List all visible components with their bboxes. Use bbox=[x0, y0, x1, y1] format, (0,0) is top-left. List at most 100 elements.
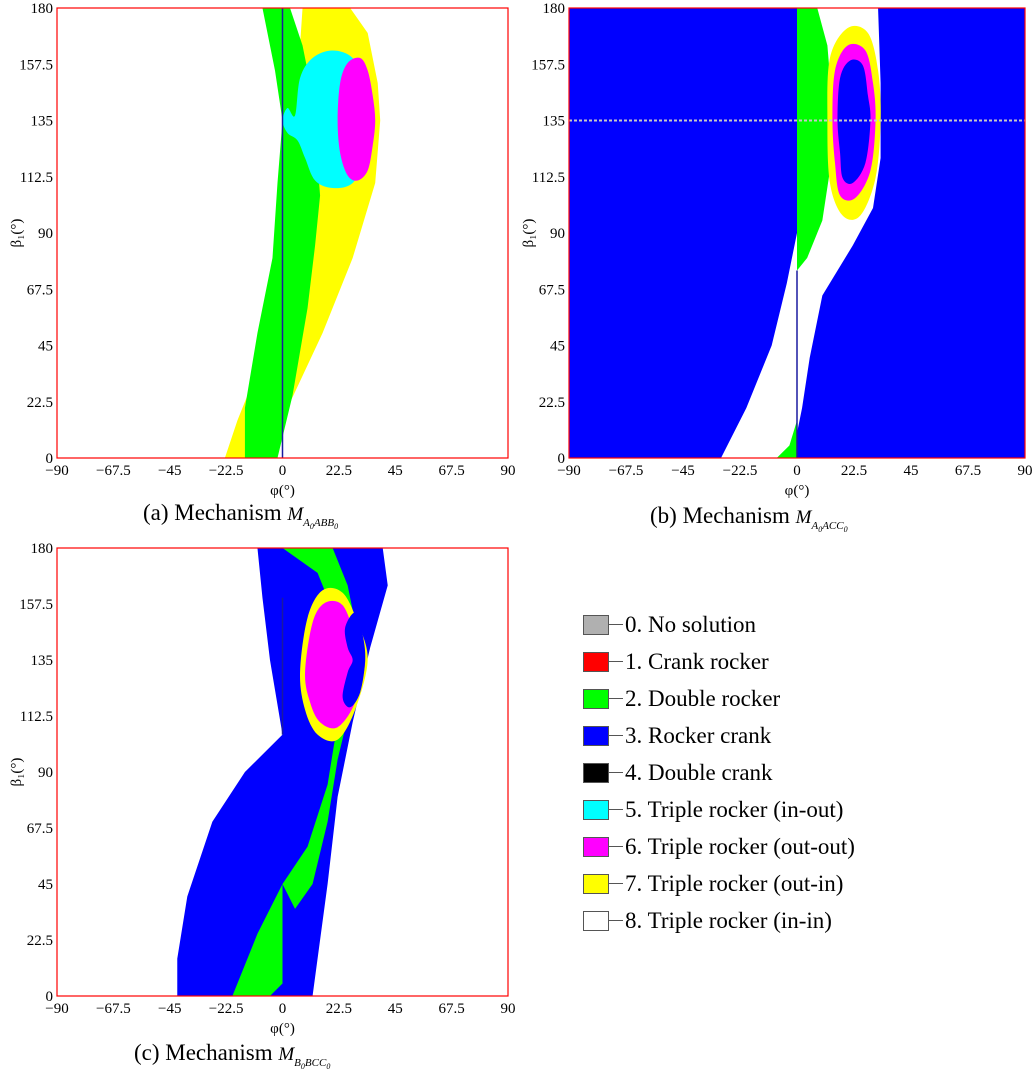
caption-b-symbol: M bbox=[795, 507, 812, 528]
legend-label: 7. Triple rocker (out-in) bbox=[625, 870, 844, 896]
plot-area-c bbox=[57, 548, 508, 996]
y-tick-label: 0 bbox=[46, 989, 54, 1005]
legend-label: 4. Double crank bbox=[625, 759, 773, 785]
legend-dash bbox=[609, 919, 623, 922]
x-tick-label: −90 bbox=[45, 1001, 68, 1017]
caption-a-symbol: M bbox=[287, 504, 304, 525]
y-tick-label: 135 bbox=[543, 114, 566, 130]
legend-item: 8. Triple rocker (in-in) bbox=[583, 902, 1023, 939]
x-tick-label: 45 bbox=[904, 463, 919, 479]
y-tick-label: 67.5 bbox=[27, 282, 53, 298]
caption-c-subscript: B0BCC0 bbox=[294, 1056, 331, 1071]
x-axis-label: φ(°) bbox=[270, 1021, 295, 1037]
x-tick-label: 67.5 bbox=[439, 1001, 465, 1017]
legend-item: 3. Rocker crank bbox=[583, 717, 1023, 754]
x-tick-label: 67.5 bbox=[955, 463, 981, 479]
legend-swatch bbox=[583, 910, 609, 931]
legend-item: 2. Double rocker bbox=[583, 680, 1023, 717]
region-rocker-crank bbox=[837, 59, 871, 184]
x-tick-label: −22.5 bbox=[723, 463, 758, 479]
legend-dash bbox=[609, 660, 623, 663]
x-axis-label: φ(°) bbox=[270, 483, 295, 499]
legend-dash bbox=[609, 808, 623, 811]
y-tick-label: 45 bbox=[550, 339, 565, 355]
x-tick-label: −90 bbox=[45, 463, 68, 479]
x-tick-label: 22.5 bbox=[326, 1001, 352, 1017]
caption-a-subscript: A0ABB0 bbox=[303, 516, 339, 531]
y-tick-label: 112.5 bbox=[20, 170, 53, 186]
y-tick-label: 157.5 bbox=[19, 597, 53, 613]
legend-label: 5. Triple rocker (in-out) bbox=[625, 796, 844, 822]
legend-swatch bbox=[583, 725, 609, 746]
legend-dash bbox=[609, 623, 623, 626]
legend-item: 7. Triple rocker (out-in) bbox=[583, 865, 1023, 902]
x-tick-label: −67.5 bbox=[96, 463, 131, 479]
y-tick-label: 90 bbox=[38, 765, 53, 781]
caption-c: (c) Mechanism MB0BCC0 bbox=[134, 1040, 330, 1071]
x-tick-label: 90 bbox=[501, 1001, 516, 1017]
x-axis-label: φ(°) bbox=[785, 483, 810, 499]
plot-area-a bbox=[57, 8, 508, 458]
y-tick-label: 0 bbox=[558, 451, 566, 467]
legend-label: 2. Double rocker bbox=[625, 685, 781, 711]
y-tick-label: 157.5 bbox=[19, 57, 53, 73]
x-tick-label: 67.5 bbox=[439, 463, 465, 479]
y-tick-label: 90 bbox=[550, 226, 565, 242]
x-tick-label: −67.5 bbox=[96, 1001, 131, 1017]
legend-swatch bbox=[583, 836, 609, 857]
x-tick-label: 22.5 bbox=[326, 463, 352, 479]
y-tick-label: 180 bbox=[31, 541, 54, 557]
y-tick-label: 135 bbox=[31, 114, 54, 130]
x-tick-label: 0 bbox=[279, 463, 287, 479]
x-tick-label: −22.5 bbox=[209, 463, 244, 479]
legend-dash bbox=[609, 771, 623, 774]
y-tick-label: 22.5 bbox=[539, 395, 565, 411]
legend-label: 6. Triple rocker (out-out) bbox=[625, 833, 855, 859]
region-double-rocker bbox=[797, 8, 833, 271]
x-tick-label: −45 bbox=[158, 463, 181, 479]
legend-dash bbox=[609, 697, 623, 700]
legend-dash bbox=[609, 734, 623, 737]
region-double-rocker bbox=[776, 420, 797, 458]
legend-item: 5. Triple rocker (in-out) bbox=[583, 791, 1023, 828]
x-tick-label: 0 bbox=[793, 463, 801, 479]
y-tick-label: 135 bbox=[31, 653, 54, 669]
y-tick-label: 0 bbox=[46, 451, 54, 467]
caption-b: (b) Mechanism MA0ACC0 bbox=[650, 503, 848, 534]
legend-label: 0. No solution bbox=[625, 611, 756, 637]
x-tick-label: −67.5 bbox=[609, 463, 644, 479]
y-tick-label: 112.5 bbox=[532, 170, 565, 186]
y-tick-label: 45 bbox=[38, 339, 53, 355]
legend-swatch bbox=[583, 762, 609, 783]
caption-b-prefix: (b) Mechanism bbox=[650, 503, 790, 528]
y-axis-label: β₁(°) bbox=[9, 758, 25, 787]
plot-frame bbox=[568, 7, 1026, 459]
legend-dash bbox=[609, 882, 623, 885]
y-axis-label: β₁(°) bbox=[521, 219, 537, 248]
y-tick-label: 45 bbox=[38, 877, 53, 893]
y-tick-label: 90 bbox=[38, 226, 53, 242]
y-tick-label: 157.5 bbox=[531, 57, 565, 73]
caption-b-subscript: A0ACC0 bbox=[811, 519, 848, 534]
legend-dash bbox=[609, 845, 623, 848]
legend-item: 6. Triple rocker (out-out) bbox=[583, 828, 1023, 865]
legend-swatch bbox=[583, 799, 609, 820]
x-tick-label: 22.5 bbox=[841, 463, 867, 479]
plot-frame bbox=[56, 7, 509, 459]
caption-c-prefix: (c) Mechanism bbox=[134, 1040, 273, 1065]
x-tick-label: 0 bbox=[279, 1001, 287, 1017]
legend-item: 4. Double crank bbox=[583, 754, 1023, 791]
legend-swatch bbox=[583, 651, 609, 672]
legend-swatch bbox=[583, 873, 609, 894]
region-rocker-crank bbox=[342, 612, 366, 708]
legend: 0. No solution 1. Crank rocker 2. Double… bbox=[583, 606, 1023, 939]
legend-swatch bbox=[583, 688, 609, 709]
region-triple-out-out bbox=[337, 57, 376, 181]
y-tick-label: 180 bbox=[31, 1, 54, 17]
y-axis-label: β₁(°) bbox=[9, 219, 25, 248]
y-tick-label: 67.5 bbox=[27, 821, 53, 837]
caption-a-prefix: (a) Mechanism bbox=[143, 500, 282, 525]
x-tick-label: 45 bbox=[388, 463, 403, 479]
